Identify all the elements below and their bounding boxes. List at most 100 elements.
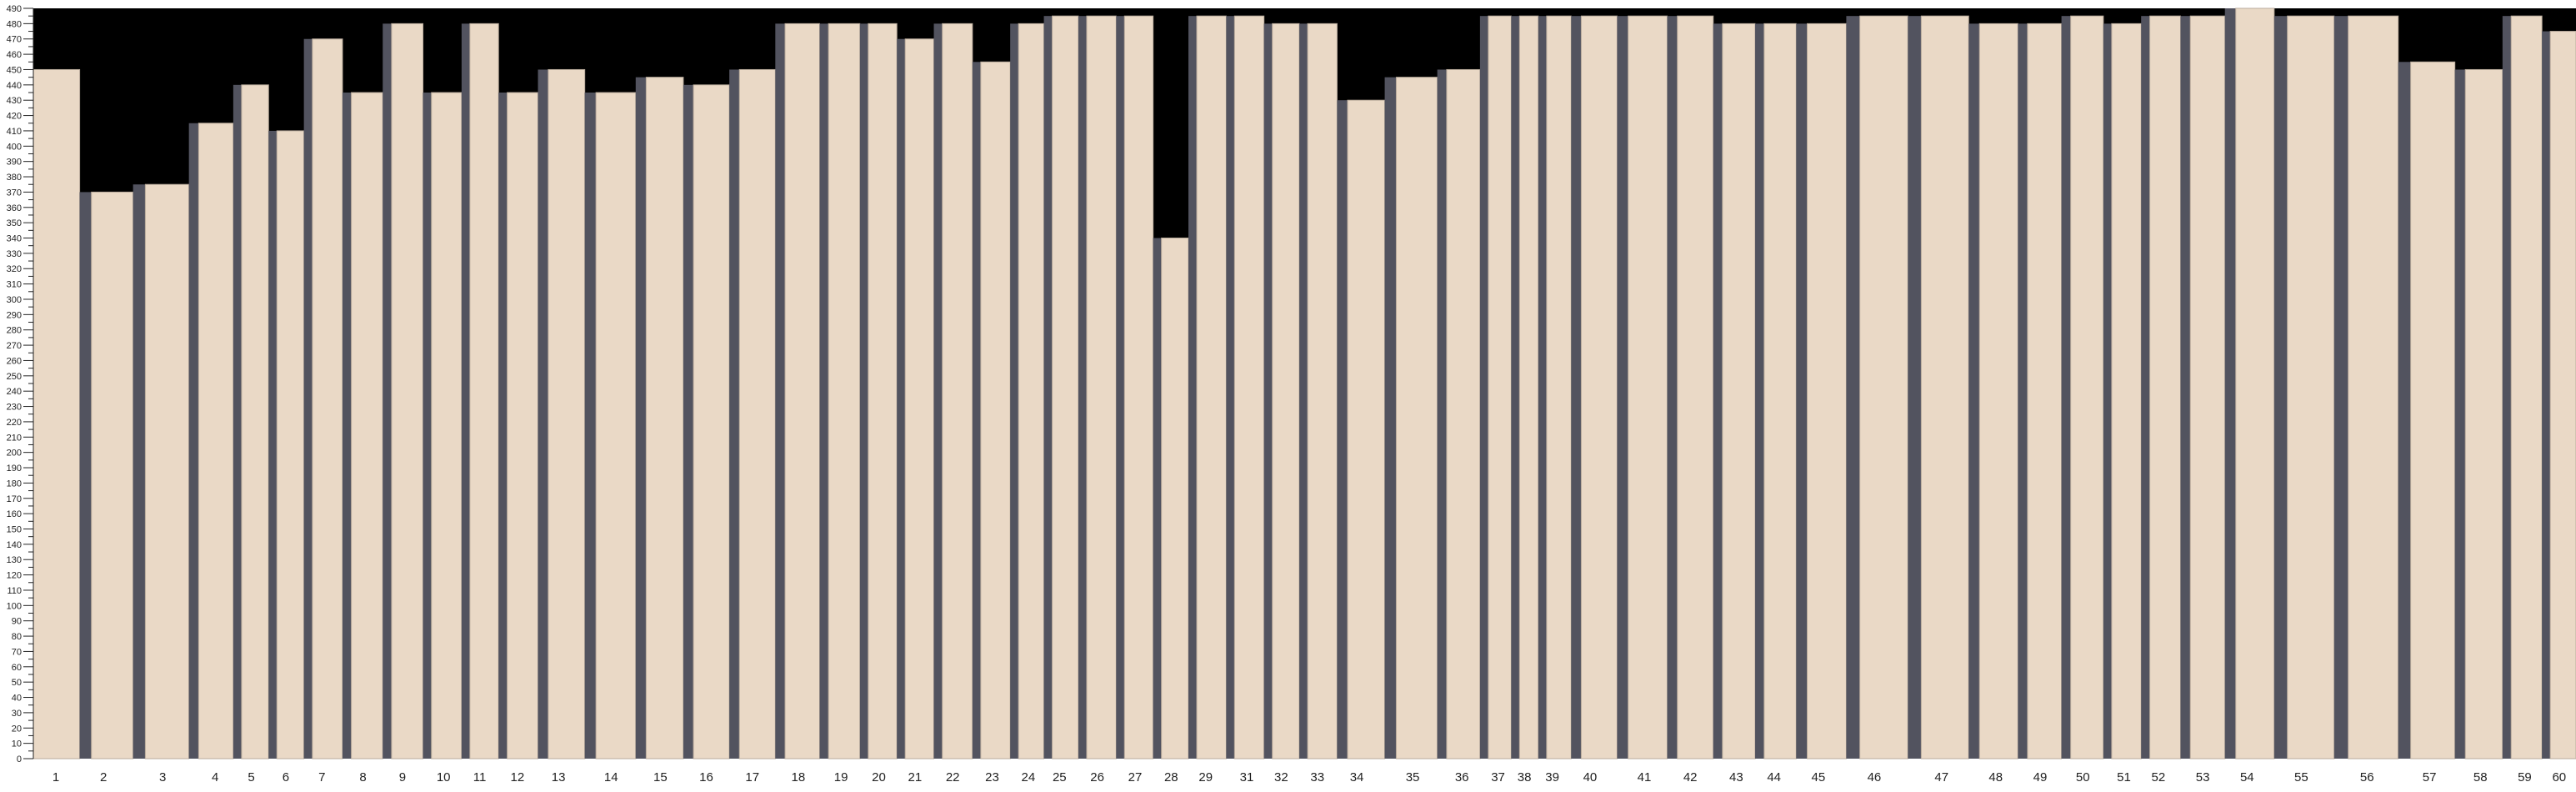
plank-gap — [2141, 16, 2151, 759]
x-tick-label: 58 — [2473, 770, 2488, 784]
plank-gap — [2180, 16, 2192, 759]
x-tick-label: 9 — [399, 770, 406, 784]
y-tick-label: 40 — [12, 694, 22, 704]
x-tick-label: 49 — [2033, 770, 2048, 784]
plank-gap — [1153, 238, 1163, 759]
plank-gap — [2333, 16, 2349, 759]
plank-18 — [784, 23, 821, 759]
plank-38 — [1518, 15, 1539, 759]
y-tick-label: 200 — [7, 449, 22, 459]
plank-59 — [2510, 15, 2543, 759]
plank-39 — [1546, 15, 1572, 759]
plank-gap — [233, 84, 243, 759]
plank-gap — [461, 23, 471, 759]
x-tick-label: 27 — [1128, 770, 1143, 784]
y-tick-label: 140 — [7, 540, 22, 550]
y-tick-label: 220 — [7, 418, 22, 428]
plank-27 — [1123, 15, 1154, 759]
x-tick-label: 52 — [2152, 770, 2166, 784]
x-tick-label: 19 — [834, 770, 848, 784]
plank-gap — [729, 69, 741, 759]
x-tick-label: 22 — [946, 770, 960, 784]
plank-gap — [1538, 16, 1548, 759]
y-tick-label: 20 — [12, 724, 22, 734]
plank-gap — [775, 23, 787, 759]
plank-gap — [1437, 69, 1448, 759]
plank-41 — [1628, 15, 1668, 759]
y-tick-label: 230 — [7, 403, 22, 413]
y-tick-label: 350 — [7, 218, 22, 228]
plank-gap — [1078, 16, 1088, 759]
plank-gap — [1968, 23, 1981, 759]
plank-16 — [693, 84, 730, 759]
x-axis: 1 2 3 4 5 6 7 8 9 10 11 12 13 14 15 16 17 18 19 20 21 22 23 24 2… — [53, 770, 2566, 784]
y-tick-label: 440 — [7, 81, 22, 91]
plank-gap — [819, 23, 830, 759]
plank-7 — [312, 38, 343, 759]
plank-gap — [1337, 100, 1348, 759]
plank-40 — [1580, 15, 1618, 759]
y-tick-label: 330 — [7, 249, 22, 259]
plank-gap — [635, 77, 648, 759]
plank-gap — [423, 93, 433, 759]
y-tick-label: 430 — [7, 96, 22, 106]
plank-44 — [1763, 23, 1797, 759]
x-tick-label: 31 — [1240, 770, 1254, 784]
plank-gap — [498, 93, 508, 759]
y-tick-label: 50 — [12, 678, 22, 688]
x-tick-label: 14 — [604, 770, 618, 784]
x-tick-label: 46 — [1868, 770, 1882, 784]
plank-gap — [1116, 16, 1126, 759]
x-tick-label: 59 — [2518, 770, 2532, 784]
plank-33 — [1307, 23, 1338, 759]
x-tick-label: 55 — [2294, 770, 2308, 784]
x-tick-label: 13 — [552, 770, 566, 784]
y-tick-label: 80 — [12, 632, 22, 642]
x-tick-label: 20 — [872, 770, 886, 784]
plank-gap — [1511, 16, 1521, 759]
plank-gap — [1796, 23, 1808, 759]
x-tick-label: 10 — [437, 770, 451, 784]
plank-24 — [1018, 23, 1045, 759]
plank-gap — [1043, 16, 1053, 759]
x-tick-label: 45 — [1812, 770, 1826, 784]
plank-35 — [1395, 77, 1438, 759]
x-tick-label: 47 — [1934, 770, 1948, 784]
plank-gap — [1908, 16, 1923, 759]
plank-gap — [1667, 16, 1678, 759]
y-tick-label: 190 — [7, 464, 22, 474]
x-tick-label: 11 — [473, 770, 487, 784]
plank-gap — [1384, 77, 1398, 759]
plank-gap — [584, 93, 598, 759]
y-tick-label: 400 — [7, 142, 22, 152]
y-tick-label: 260 — [7, 356, 22, 366]
plank-15 — [645, 77, 684, 759]
plank-55 — [2287, 15, 2335, 759]
plank-46 — [1859, 15, 1908, 759]
plank-gap — [1713, 23, 1723, 759]
plank-45 — [1807, 23, 1847, 759]
plank-gap — [383, 23, 393, 759]
plank-52 — [2149, 15, 2182, 759]
plank-2 — [91, 191, 134, 759]
x-tick-label: 6 — [283, 770, 289, 784]
x-tick-label: 54 — [2240, 770, 2254, 784]
x-tick-label: 2 — [100, 770, 107, 784]
x-tick-label: 35 — [1406, 770, 1420, 784]
x-tick-label: 51 — [2117, 770, 2131, 784]
plank-1 — [33, 68, 81, 759]
y-tick-label: 180 — [7, 479, 22, 489]
x-tick-label: 3 — [159, 770, 166, 784]
plank-21 — [904, 38, 935, 759]
x-tick-label: 37 — [1491, 770, 1505, 784]
plank-13 — [548, 68, 586, 759]
x-tick-label: 43 — [1729, 770, 1743, 784]
plank-49 — [2027, 23, 2063, 759]
plank-29 — [1196, 15, 1227, 759]
plank-gap — [897, 38, 907, 759]
plank-gap — [2454, 69, 2467, 759]
plank-gap — [2542, 31, 2552, 759]
plank-28 — [1161, 238, 1189, 759]
plank-gap — [859, 23, 869, 759]
y-tick-label: 280 — [7, 326, 22, 336]
